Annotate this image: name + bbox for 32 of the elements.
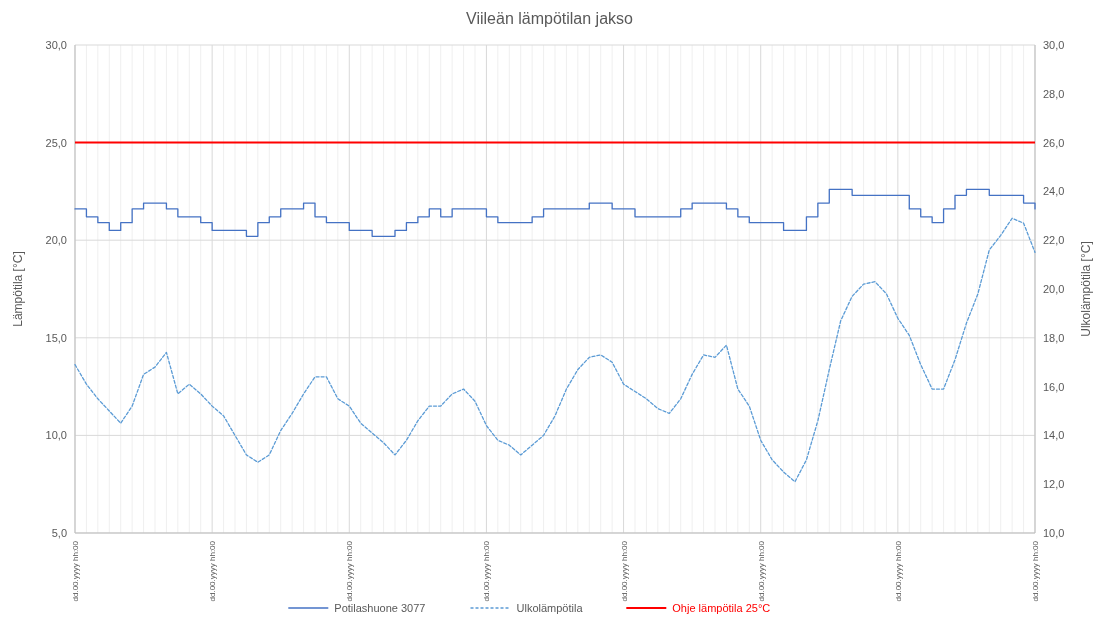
y2-tick-label: 10,0 [1043, 527, 1065, 539]
legend-label: Ohje lämpötila 25°C [672, 602, 771, 614]
y2-tick-label: 28,0 [1043, 87, 1065, 100]
y-tick-label: 10,0 [45, 429, 67, 442]
x-tick-label: dd.00.yyyy hh:00 [208, 540, 218, 602]
x-tick-label: dd.00.yyyy hh:00 [71, 540, 80, 602]
y2-axis-title: Ulkolämpötila [°C] [1079, 241, 1093, 337]
y-tick-label: 25,0 [45, 136, 67, 149]
x-tick-label: dd.00.yyyy hh:00 [345, 540, 355, 602]
y2-tick-label: 18,0 [1043, 331, 1065, 344]
legend-label: Potilashuone 3077 [334, 602, 426, 614]
y-tick-label: 30,0 [45, 39, 67, 51]
chart-title: Viileän lämpötilan jakso [466, 10, 634, 27]
x-tick-label: dd.00.yyyy hh:00 [482, 540, 492, 602]
y-tick-label: 15,0 [45, 331, 67, 344]
y-tick-label: 20,0 [45, 234, 67, 247]
y-tick-label: 5,0 [51, 527, 67, 539]
y2-tick-label: 14,0 [1043, 429, 1065, 442]
x-tick-label: dd.00.yyyy hh:00 [619, 540, 629, 602]
y2-tick-label: 26,0 [1043, 136, 1065, 149]
x-tick-label: dd.00.yyyy hh:00 [1031, 540, 1040, 602]
legend-label: Ulkolämpötila [516, 602, 584, 614]
y2-tick-label: 20,0 [1043, 283, 1065, 295]
y2-tick-label: 16,0 [1043, 380, 1065, 393]
x-tick-label: dd.00.yyyy hh:00 [893, 540, 903, 602]
x-tick-label: dd.00.yyyy hh:00 [756, 540, 766, 602]
y-axis-title: Lämpötila [°C] [11, 251, 25, 327]
y2-tick-label: 30,0 [1043, 39, 1065, 51]
y2-tick-label: 24,0 [1043, 185, 1065, 198]
y2-tick-label: 22,0 [1043, 234, 1065, 247]
y2-tick-label: 12,0 [1043, 478, 1065, 491]
line-series [74, 217, 1036, 483]
